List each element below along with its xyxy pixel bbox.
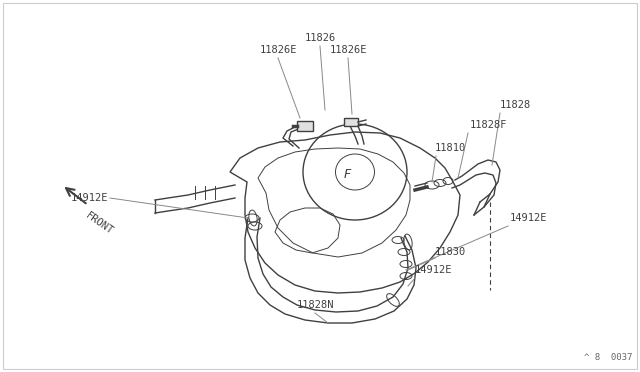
Text: 14912E: 14912E [510,213,547,223]
Text: 11828N: 11828N [296,300,333,310]
Bar [344,118,358,126]
Text: 11828F: 11828F [470,120,508,130]
Text: F: F [344,167,351,180]
Text: 11828: 11828 [500,100,531,110]
Text: 11826E: 11826E [329,45,367,55]
Text: 11810: 11810 [435,143,467,153]
Text: ^ 8  0037: ^ 8 0037 [584,353,632,362]
Bar [297,121,313,131]
Text: 14912E: 14912E [70,193,108,203]
Text: 11830: 11830 [435,247,467,257]
Text: 11826: 11826 [305,33,335,43]
Text: FRONT: FRONT [84,210,115,236]
Text: 14912E: 14912E [415,265,452,275]
Text: 11826E: 11826E [259,45,297,55]
